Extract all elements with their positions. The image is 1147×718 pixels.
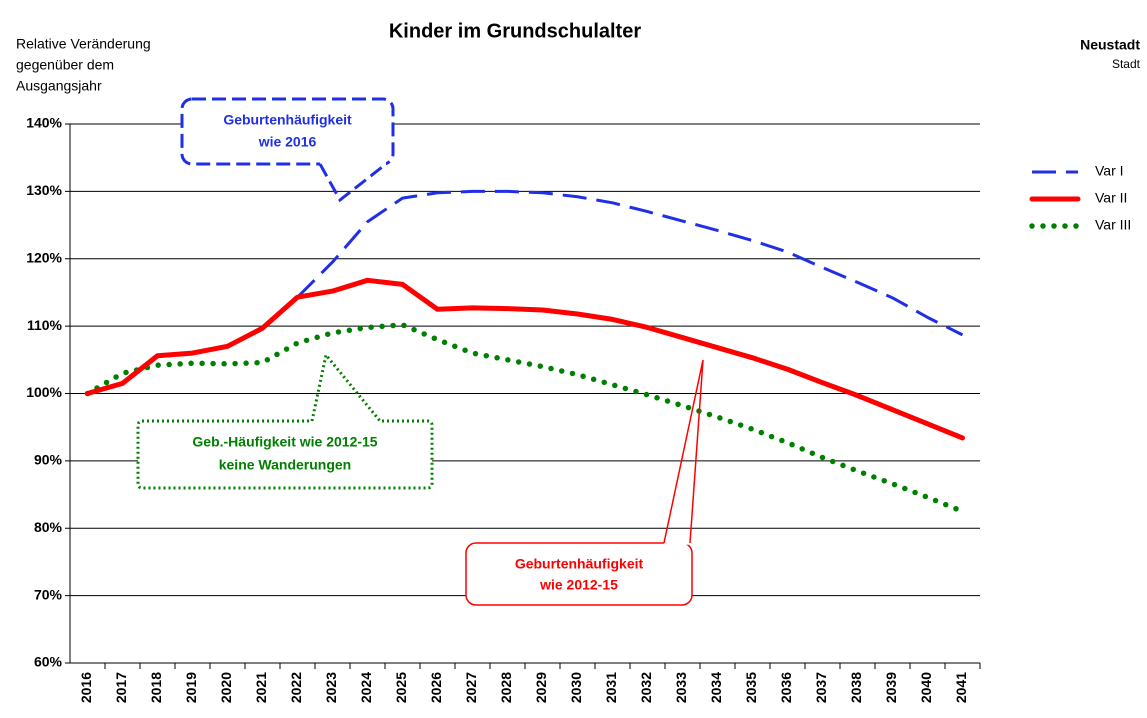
legend-label: Var I (1095, 163, 1124, 179)
x-tick-label: 2032 (638, 672, 654, 703)
y-tick-label: 70% (34, 586, 63, 602)
callout-tail (663, 359, 704, 544)
x-tick-label: 2025 (393, 672, 409, 703)
chart-title: Kinder im Grundschulalter (389, 20, 641, 42)
x-tick-label: 2034 (708, 672, 724, 703)
callout-box (465, 542, 693, 606)
callout-text: keine Wanderungen (219, 457, 352, 473)
y-tick-label: 60% (34, 654, 63, 670)
x-tick-label: 2031 (603, 672, 619, 703)
y-tick-label: 120% (26, 249, 62, 265)
x-tick-label: 2036 (778, 672, 794, 703)
x-tick-label: 2017 (113, 672, 129, 703)
x-tick-label: 2029 (533, 672, 549, 703)
x-tick-label: 2038 (848, 672, 864, 703)
y-tick-label: 110% (27, 317, 63, 333)
callout-text: Geburtenhäufigkeit (223, 112, 352, 128)
y-axis-label: Relative Veränderung (16, 36, 151, 52)
callout-box (136, 419, 434, 490)
region-name: Neustadt (1080, 37, 1140, 53)
callout-text: wie 2012-15 (539, 577, 618, 593)
y-tick-label: 90% (34, 452, 63, 468)
y-tick-label: 80% (34, 519, 63, 535)
x-tick-label: 2027 (463, 672, 479, 703)
x-tick-label: 2024 (358, 672, 374, 703)
series-line (84, 322, 966, 515)
region-type: Stadt (1112, 57, 1141, 71)
y-tick-label: 100% (26, 384, 62, 400)
x-tick-label: 2033 (673, 672, 689, 703)
x-tick-label: 2035 (743, 672, 759, 703)
x-tick-label: 2040 (918, 672, 934, 703)
x-tick-label: 2026 (428, 672, 444, 703)
y-tick-label: 140% (26, 115, 62, 131)
x-tick-label: 2037 (813, 672, 829, 703)
y-tick-label: 130% (26, 182, 62, 198)
callout-box (180, 97, 395, 166)
x-tick-label: 2028 (498, 672, 514, 703)
callout-tail (310, 351, 382, 422)
x-tick-label: 2023 (323, 672, 339, 703)
callout-text: Geburtenhäufigkeit (515, 556, 644, 572)
x-tick-label: 2039 (883, 672, 899, 703)
callout-text: wie 2016 (258, 134, 317, 150)
y-axis-label: Ausgangsjahr (16, 78, 102, 94)
y-axis-label: gegenüber dem (16, 57, 114, 73)
x-tick-label: 2020 (218, 672, 234, 703)
callout-text: Geb.-Häufigkeit wie 2012-15 (192, 434, 377, 450)
series-line (87, 189, 964, 395)
x-tick-label: 2030 (568, 672, 584, 703)
x-tick-label: 2021 (253, 672, 269, 703)
x-tick-label: 2022 (288, 672, 304, 703)
x-tick-label: 2041 (953, 672, 969, 703)
x-tick-label: 2019 (183, 672, 199, 703)
x-tick-label: 2018 (148, 672, 164, 703)
x-tick-label: 2016 (78, 672, 94, 703)
legend-label: Var III (1095, 217, 1131, 233)
callout-tail (318, 162, 387, 203)
legend-label: Var II (1095, 190, 1127, 206)
series-line (85, 277, 965, 441)
